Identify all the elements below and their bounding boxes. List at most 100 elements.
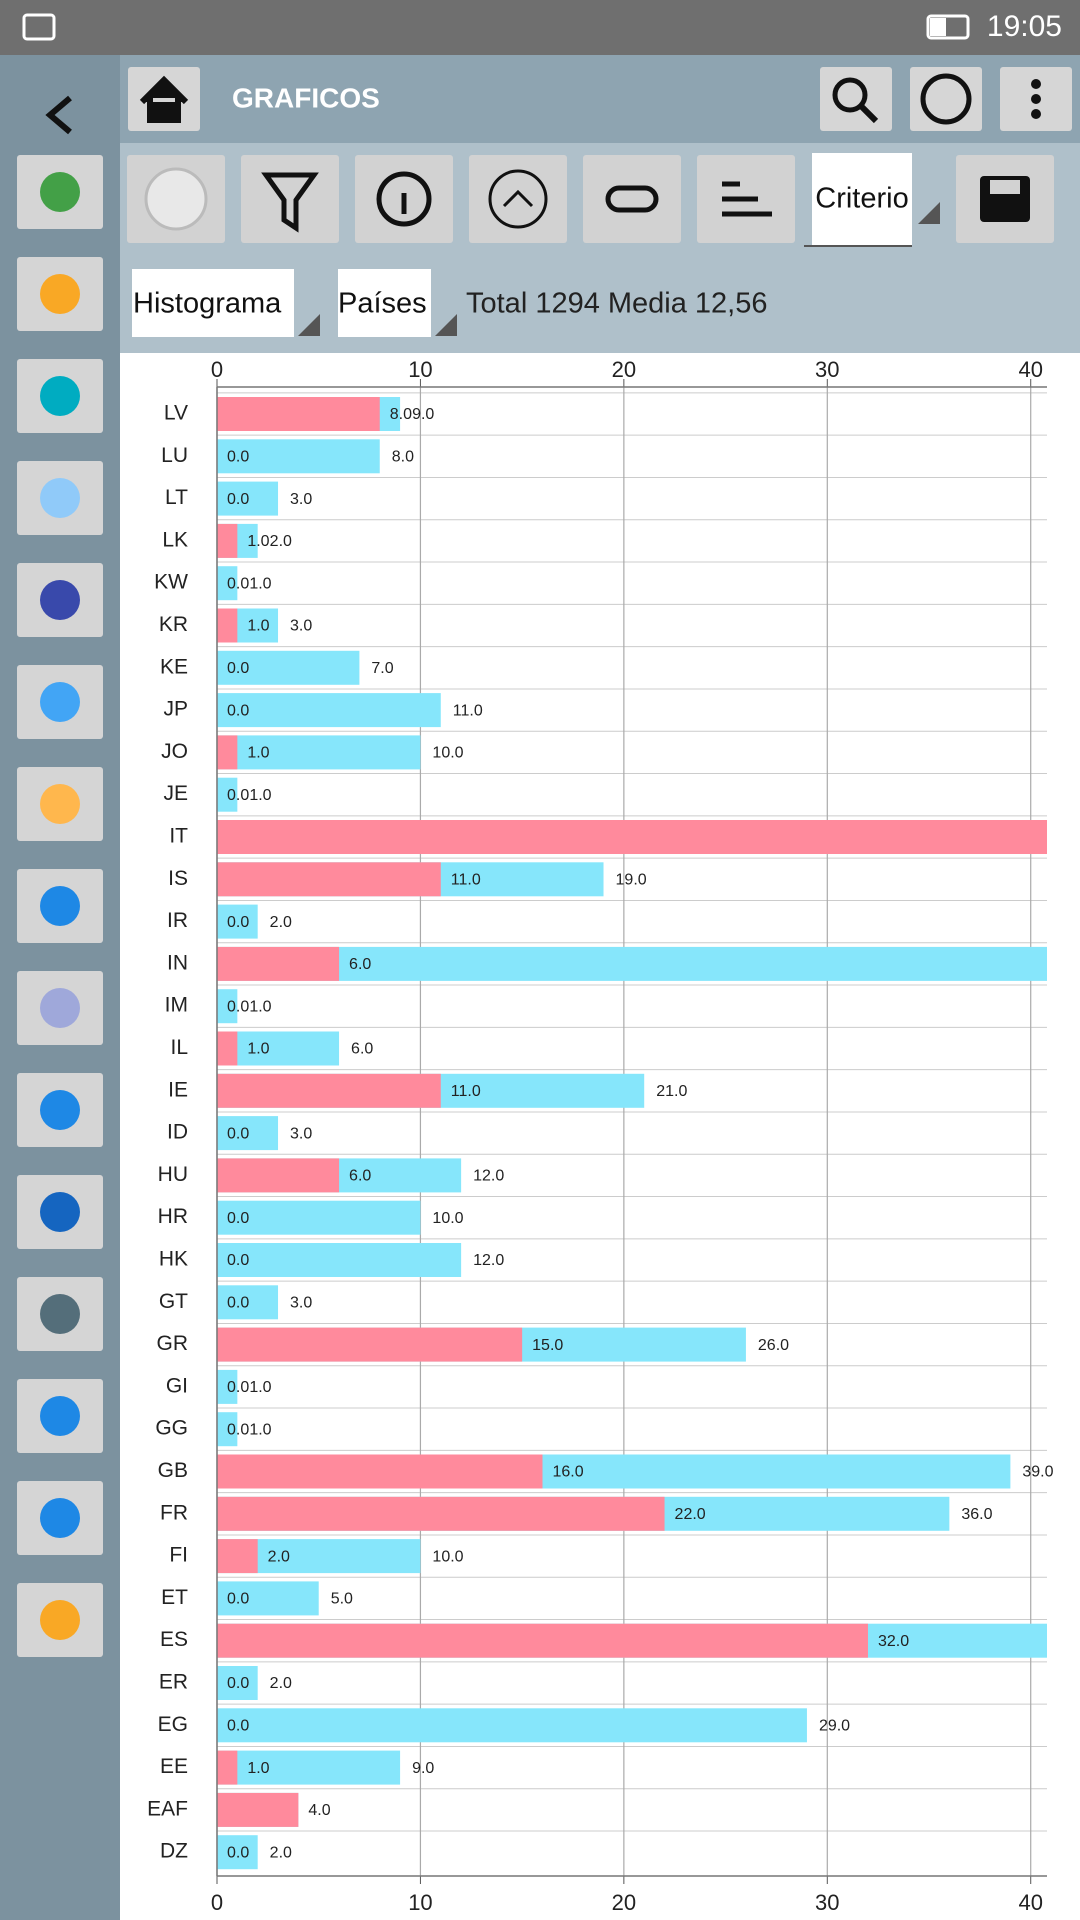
y-tick-label: JE bbox=[163, 782, 188, 805]
value-label: 1.0 bbox=[249, 1379, 271, 1396]
info-icon bbox=[376, 171, 432, 227]
bar bbox=[217, 1158, 340, 1193]
y-tick-label: IS bbox=[168, 867, 188, 890]
unlink-icon bbox=[605, 185, 659, 213]
bar bbox=[217, 1581, 319, 1616]
chart-kind-dropdown[interactable] bbox=[132, 269, 294, 337]
bar bbox=[217, 650, 360, 685]
bar bbox=[217, 1750, 238, 1785]
bar bbox=[217, 1539, 258, 1574]
value-label: 12.0 bbox=[473, 1252, 504, 1269]
y-tick-label: ET bbox=[161, 1586, 188, 1609]
value-label: 1.0 bbox=[247, 533, 269, 550]
y-tick-label: EAF bbox=[147, 1797, 188, 1820]
sidebar-icon bbox=[40, 1294, 80, 1334]
up-icon bbox=[488, 169, 548, 229]
value-label: 0.0 bbox=[227, 787, 249, 804]
sidebar-icon bbox=[40, 172, 80, 212]
bar bbox=[217, 735, 421, 770]
dot bbox=[1031, 79, 1041, 89]
battery-icon bbox=[926, 14, 970, 40]
value-label: 0.0 bbox=[227, 491, 249, 508]
dot bbox=[1031, 109, 1041, 119]
chart: 0010102020303040408.00.00.01.00.01.00.00… bbox=[147, 357, 1053, 1915]
sidebar-icon bbox=[40, 580, 80, 620]
y-tick-label: JO bbox=[161, 740, 188, 763]
value-label: 0.0 bbox=[227, 1379, 249, 1396]
value-label: 6.0 bbox=[349, 956, 371, 973]
field-dropdown[interactable] bbox=[338, 269, 431, 337]
bar bbox=[217, 1835, 258, 1870]
y-tick-label: FR bbox=[160, 1501, 188, 1524]
y-tick-label: GB bbox=[158, 1459, 188, 1482]
x-tick-label: 10 bbox=[408, 1890, 432, 1915]
bar bbox=[217, 1750, 401, 1785]
value-label: 0.0 bbox=[227, 1125, 249, 1142]
y-tick-label: ES bbox=[160, 1628, 188, 1651]
value-label: 0.0 bbox=[227, 1421, 249, 1438]
y-tick-label: GI bbox=[166, 1374, 188, 1397]
value-label: 9.0 bbox=[412, 406, 434, 423]
bar bbox=[217, 946, 1047, 981]
sidebar-icon bbox=[40, 1600, 80, 1640]
y-tick-label: JP bbox=[163, 698, 188, 721]
value-label: 1.0 bbox=[247, 1041, 269, 1058]
y-tick-label: IT bbox=[169, 825, 188, 848]
bar bbox=[217, 862, 441, 897]
value-label: 0.0 bbox=[227, 702, 249, 719]
sidebar-icon bbox=[40, 478, 80, 518]
value-label: 1.0 bbox=[249, 998, 271, 1015]
x-tick-label: 40 bbox=[1018, 357, 1042, 382]
value-label: 9.0 bbox=[412, 1760, 434, 1777]
filter-button[interactable] bbox=[241, 155, 339, 243]
value-label: 2.0 bbox=[270, 1844, 292, 1861]
sort-icon bbox=[722, 181, 772, 217]
bar bbox=[217, 1623, 868, 1658]
y-tick-label: IN bbox=[167, 951, 188, 974]
value-label: 2.0 bbox=[268, 1548, 290, 1565]
bar bbox=[217, 1666, 258, 1700]
value-label: 0.0 bbox=[227, 1252, 249, 1269]
dropdown-arrow bbox=[298, 314, 320, 336]
up-button[interactable] bbox=[469, 155, 567, 243]
value-label: 1.0 bbox=[247, 1760, 269, 1777]
sidebar-icon bbox=[40, 274, 80, 314]
sidebar-icon bbox=[40, 988, 80, 1028]
back-button[interactable] bbox=[45, 95, 72, 135]
value-label: 1.0 bbox=[247, 618, 269, 635]
value-label: 7.0 bbox=[371, 660, 393, 677]
bar bbox=[217, 989, 238, 1024]
bar bbox=[217, 1708, 807, 1743]
value-label: 11.0 bbox=[451, 872, 481, 889]
home-button[interactable] bbox=[128, 67, 200, 131]
unlink-button[interactable] bbox=[583, 155, 681, 243]
bar bbox=[217, 820, 1047, 854]
x-tick-label: 20 bbox=[612, 357, 636, 382]
bar bbox=[217, 1073, 441, 1108]
field-label: Países bbox=[338, 288, 427, 320]
sidebar-icon bbox=[40, 376, 80, 416]
bar bbox=[217, 1496, 665, 1531]
y-tick-label: HU bbox=[158, 1163, 188, 1186]
y-tick-label: LU bbox=[161, 444, 188, 467]
value-label: 11.0 bbox=[451, 1083, 481, 1100]
value-label: 0.0 bbox=[227, 660, 249, 677]
value-label: 1.0 bbox=[249, 787, 271, 804]
dot bbox=[1031, 94, 1041, 104]
sidebar-icon bbox=[40, 886, 80, 926]
clock: 19:05 bbox=[987, 10, 1062, 43]
y-tick-label: ID bbox=[167, 1121, 188, 1144]
bar bbox=[217, 1116, 279, 1151]
x-tick-label: 0 bbox=[211, 357, 223, 382]
bar bbox=[217, 904, 258, 939]
status-bar bbox=[0, 0, 1080, 55]
value-label: 0.0 bbox=[227, 1591, 249, 1608]
bar bbox=[217, 1200, 421, 1235]
search-button[interactable] bbox=[820, 67, 892, 131]
sidebar-icon bbox=[40, 784, 80, 824]
criterion-dropdown[interactable] bbox=[812, 153, 912, 245]
toolbar-buttons: Criterio Histograma Países Total 1294 Me… bbox=[127, 153, 1054, 337]
y-tick-label: IM bbox=[165, 994, 188, 1017]
value-label: 15.0 bbox=[532, 1337, 563, 1354]
